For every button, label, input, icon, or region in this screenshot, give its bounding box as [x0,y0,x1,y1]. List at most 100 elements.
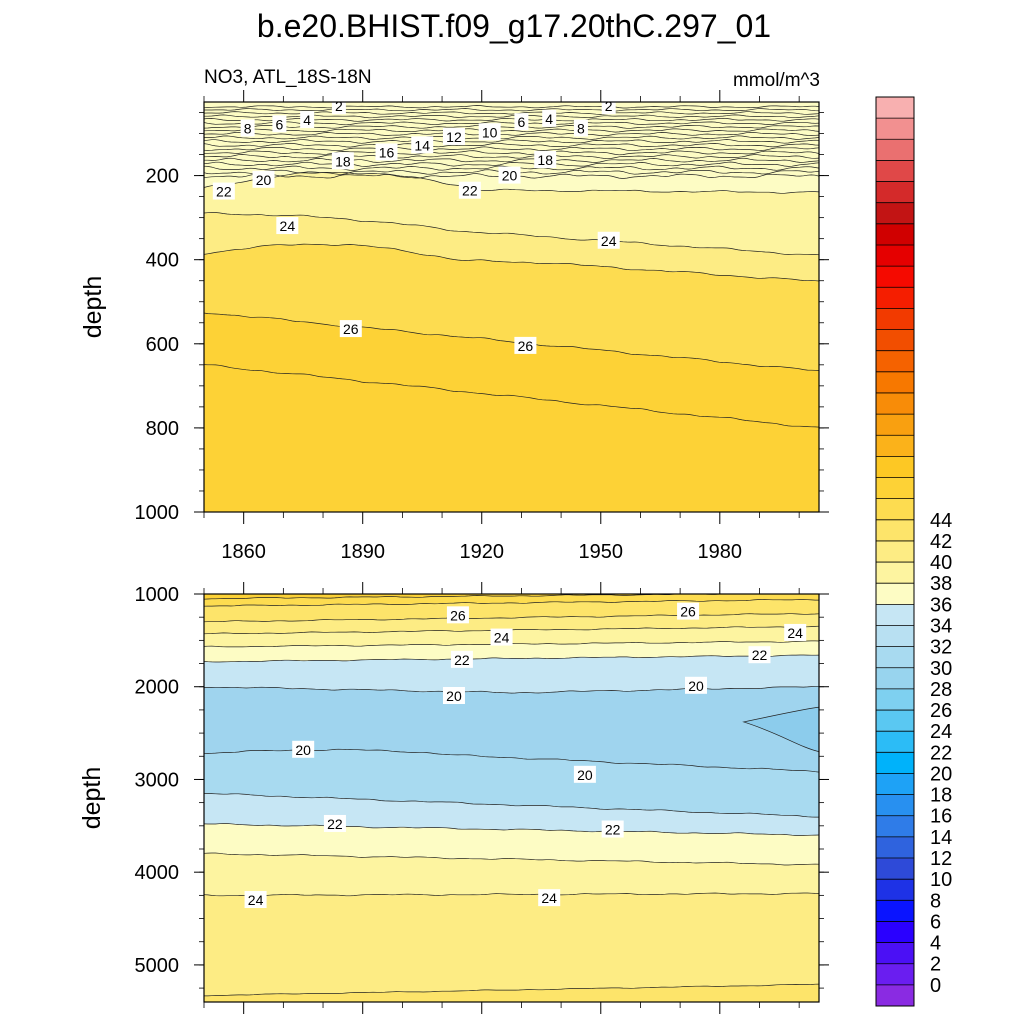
contour-label-box [534,151,557,169]
contour-label-box [446,606,469,624]
contour-label: 24 [787,625,803,641]
contour-label: 24 [494,630,510,646]
colorbar-tick-label: 28 [930,679,952,701]
contour-label: 6 [518,114,526,130]
colorbar-box [876,963,914,986]
contour-label-box [442,127,465,145]
colorbar-tick-label: 32 [930,637,952,659]
contour-label: 24 [601,233,617,249]
lower-axes: 1000 2000 3000 4000 5000 [135,582,829,1014]
upper-contour-lines [203,101,820,428]
contour-label-box [450,650,473,668]
colorbar-box [876,519,914,542]
contour-line [204,685,819,694]
contour-label-box [240,119,255,137]
contour-label: 8 [244,120,252,136]
colorbar-tick-label: 36 [930,594,952,616]
contour-line [203,146,820,152]
contour-label: 20 [256,172,272,188]
colorbar-box [876,921,914,943]
contour-label: 20 [577,767,593,783]
colorbar-tick-label: 20 [930,763,952,785]
colorbar-tick-label: 10 [930,869,952,891]
contour-label-box [292,740,315,758]
contour-line [203,613,820,623]
contour-line [204,135,820,140]
colorbar-box [876,646,914,669]
contour-label: 18 [335,153,351,169]
contour-label: 18 [537,152,553,168]
contour-label: 22 [454,652,470,668]
units-label: mmol/m^3 [733,70,820,91]
colorbar-box [876,879,914,901]
contour-line [203,823,820,836]
y-tick-label: 3000 [135,769,180,791]
colorbar-tick-label: 26 [930,700,952,722]
colorbar-tick-label: 34 [930,615,952,637]
colorbar-tick-label: 4 [930,933,941,955]
contour-label-box [597,231,620,249]
contour-line [204,983,820,997]
colorbar-box [876,858,914,880]
contour-label-box [514,336,537,354]
colorbar-box [876,900,914,922]
y-tick-label: 800 [146,418,179,440]
contour-label: 24 [248,892,264,908]
colorbar-tick-label: 44 [930,510,952,532]
colorbar-tick-label: 24 [930,721,952,743]
contour-label: 10 [482,124,498,140]
contour-label-box [498,166,521,184]
plot-title: b.e20.BHIST.f09_g17.20thC.297_01 [257,8,771,44]
colorbar-box [876,244,914,267]
contour-band [204,599,819,622]
contour-label: 24 [280,218,296,234]
colorbar-box [876,223,914,246]
colorbar-box [876,731,914,753]
lower-plot-frame [203,593,820,1003]
colorbar-tick-label: 42 [930,531,952,553]
y-tick-label: 1000 [135,584,180,606]
x-tick-label: 1980 [698,541,743,563]
colorbar-box [876,202,914,225]
y-tick-label: 4000 [135,862,180,884]
contour-line [203,654,820,663]
contour-line [203,139,820,144]
colorbar-tick-label: 16 [930,806,952,828]
contour-line [204,157,820,163]
colorbar-box [876,350,914,373]
contour-label-box [542,109,557,127]
colorbar-box [876,308,914,330]
colorbar-box [876,97,914,119]
colorbar-tick-label: 30 [930,658,952,680]
contour-band [204,893,819,996]
contour-band [204,613,819,634]
y-tick-label: 600 [146,334,179,356]
contour-label-box [331,152,354,170]
contour-label-box [252,170,275,188]
contour-line [203,105,820,109]
colorbar-box [876,984,914,1007]
colorbar-tick-label: 38 [930,573,952,595]
contour-label: 22 [605,822,621,838]
contour-band [204,853,819,896]
upper-plot-frame [203,101,820,513]
colorbar-box [876,118,914,140]
contour-line [203,161,820,167]
colorbar-box [876,329,914,352]
y-tick-label: 5000 [135,955,180,977]
contour-line [203,243,820,282]
contour-label: 20 [502,168,518,184]
contour-band [204,594,819,600]
y-tick-label: 400 [146,250,179,272]
contour-label-box [573,119,588,137]
colorbar-box [876,160,914,182]
contour-label-box [244,891,267,908]
contour-line [203,212,820,256]
lower-contour-lines [203,593,820,997]
colorbar-box [876,667,914,690]
contour-label-box [784,623,807,641]
colorbar-box [876,477,914,500]
contour-label: 4 [545,111,553,127]
contour-band [204,655,819,694]
